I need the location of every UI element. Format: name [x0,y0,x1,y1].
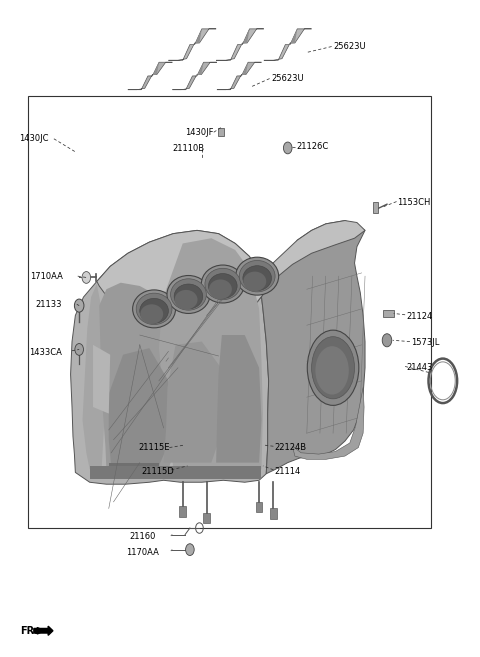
Bar [218,127,224,135]
Text: 21115E: 21115E [139,443,170,452]
Ellipse shape [205,268,240,300]
Circle shape [283,142,292,154]
Ellipse shape [132,290,176,328]
Polygon shape [128,62,172,90]
Bar [256,502,263,512]
Text: FR.: FR. [21,625,38,636]
Text: 1430JC: 1430JC [20,134,49,143]
Ellipse shape [307,330,359,405]
Text: 21115D: 21115D [141,466,174,476]
Polygon shape [216,29,264,60]
Polygon shape [159,238,263,469]
Ellipse shape [315,346,349,395]
Polygon shape [285,29,297,45]
Polygon shape [99,283,188,469]
Polygon shape [264,29,312,60]
Polygon shape [148,62,159,76]
Text: 21124: 21124 [406,312,432,321]
FancyArrow shape [34,626,53,635]
Bar [372,202,378,214]
Polygon shape [192,62,204,76]
Ellipse shape [167,275,210,313]
Ellipse shape [140,298,168,323]
Text: 1710AA: 1710AA [30,271,63,281]
Ellipse shape [175,290,198,309]
Polygon shape [237,62,248,76]
Polygon shape [109,348,173,466]
Circle shape [82,271,91,283]
Polygon shape [190,29,202,45]
Polygon shape [216,335,262,463]
Ellipse shape [236,257,279,295]
Circle shape [382,334,392,347]
Ellipse shape [136,293,172,325]
Text: 25623U: 25623U [333,42,366,51]
Ellipse shape [243,271,266,291]
Bar [180,507,186,517]
Polygon shape [109,463,159,466]
Polygon shape [90,466,262,479]
Polygon shape [93,345,110,413]
Text: 1153CH: 1153CH [397,198,431,208]
Text: 1433CA: 1433CA [29,348,62,357]
Polygon shape [71,231,269,484]
Ellipse shape [243,265,272,290]
Ellipse shape [170,279,206,310]
Polygon shape [172,62,217,90]
Text: 1430JF: 1430JF [185,127,214,137]
Polygon shape [217,62,262,90]
Text: 21133: 21133 [36,300,62,309]
Polygon shape [292,388,364,459]
Ellipse shape [209,279,232,299]
Bar [383,310,394,317]
Ellipse shape [312,336,355,399]
Text: 21443: 21443 [406,363,432,373]
Polygon shape [168,29,216,60]
Polygon shape [83,284,106,469]
Text: 21110B: 21110B [172,144,204,153]
Ellipse shape [201,265,244,303]
Polygon shape [97,221,365,338]
Polygon shape [164,342,226,463]
Ellipse shape [140,304,163,324]
Text: 21160: 21160 [129,532,156,541]
Circle shape [75,344,84,355]
Circle shape [74,299,84,312]
Text: 25623U: 25623U [271,74,304,83]
Bar [203,513,210,524]
Text: 21114: 21114 [275,466,300,476]
Bar [28,97,431,528]
Text: 1573JL: 1573JL [411,338,439,348]
Ellipse shape [240,260,275,292]
Text: 21126C: 21126C [296,142,329,151]
Bar [270,509,277,519]
Polygon shape [238,29,250,45]
Text: 1170AA: 1170AA [126,548,159,556]
Ellipse shape [208,273,237,298]
Circle shape [186,544,194,556]
Ellipse shape [174,284,203,309]
Text: 22124B: 22124B [275,443,307,452]
Polygon shape [254,221,365,474]
